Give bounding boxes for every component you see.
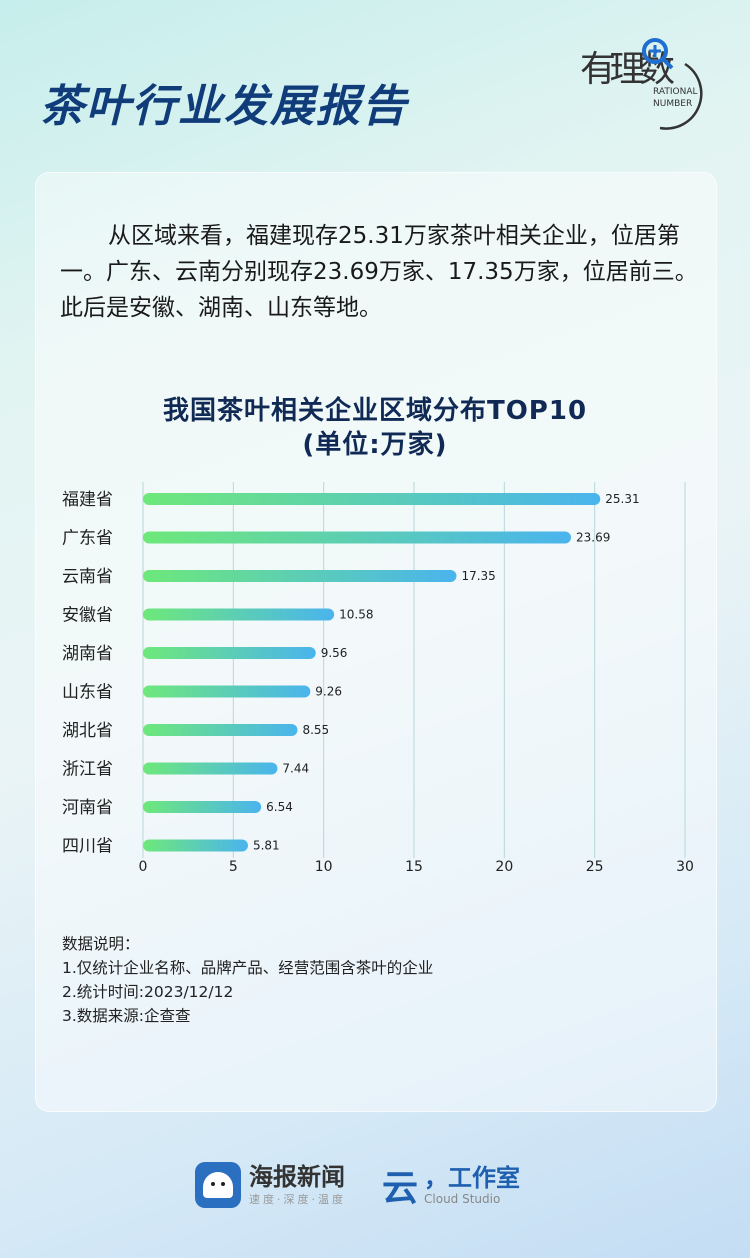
bar [143, 647, 316, 659]
note-item: 3.数据来源:企查查 [62, 1007, 191, 1025]
value-label: 8.55 [302, 723, 329, 737]
value-label: 7.44 [282, 762, 309, 776]
x-tick-label: 20 [495, 859, 513, 875]
bar [143, 724, 298, 736]
value-label: 9.26 [315, 685, 342, 699]
rational-number-logo: 有理数 RATIONAL NUMBER [580, 38, 703, 130]
bar [143, 839, 248, 852]
logo-text: 有理数 [580, 49, 675, 90]
value-label: 5.81 [253, 839, 280, 853]
category-label: 云南省 [62, 567, 113, 587]
category-label: 湖南省 [62, 644, 113, 664]
bar [143, 531, 571, 544]
intro-paragraph: 从区域来看，福建现存25.31万家茶叶相关企业，位居第一。广东、云南分别现存23… [60, 223, 698, 321]
value-label: 6.54 [266, 800, 293, 814]
category-label: 河南省 [62, 798, 113, 818]
category-label: 浙江省 [62, 760, 113, 780]
x-tick-label: 15 [405, 859, 423, 875]
category-label: 安徽省 [62, 606, 113, 626]
x-tick-label: 30 [676, 859, 694, 875]
x-tick-label: 0 [139, 859, 148, 875]
category-label: 福建省 [62, 490, 113, 510]
bar [143, 801, 262, 813]
chart-title: 我国茶叶相关企业区域分布TOP10 [162, 396, 588, 426]
value-label: 17.35 [461, 569, 495, 583]
x-tick-label: 10 [315, 859, 333, 875]
logo-sub2: NUMBER [653, 99, 692, 109]
brand1-name: 海报新闻 [249, 1163, 345, 1191]
bar [143, 570, 457, 582]
x-tick-label: 5 [229, 859, 238, 875]
footer: 海报新闻 速度·深度·温度 云 ，工作室 Cloud Studio [195, 1160, 520, 1210]
note-item: 2.统计时间:2023/12/12 [62, 983, 234, 1001]
note-item: 1.仅统计企业名称、品牌产品、经营范围含茶叶的企业 [62, 959, 434, 977]
bar [143, 685, 311, 698]
value-label: 23.69 [576, 531, 610, 545]
bar [143, 762, 278, 775]
bar-chart: 0 5 10 15 20 25 30 福建省 25.31 广东省 23.69 云南省 17.35 安徽省 1… [62, 482, 694, 875]
category-label: 四川省 [62, 837, 113, 857]
category-label: 山东省 [62, 683, 113, 703]
value-label: 10.58 [339, 608, 373, 622]
magnifier-icon [642, 38, 668, 64]
notes-heading: 数据说明： [62, 935, 140, 953]
brand2-sub: Cloud Studio [424, 1192, 501, 1206]
value-label: 9.56 [321, 646, 348, 660]
brand2-name: 工作室 [448, 1164, 521, 1192]
cloud-logo-icon: 云 [382, 1168, 419, 1209]
bar [143, 608, 335, 621]
logo-sub1: RATIONAL [653, 87, 698, 97]
content-card [35, 172, 717, 1112]
value-label: 25.31 [605, 492, 639, 506]
seal-app-icon [195, 1162, 241, 1208]
category-label: 广东省 [62, 529, 113, 549]
chart-subtitle: (单位:万家) [302, 430, 448, 460]
data-notes: 数据说明： 1.仅统计企业名称、品牌产品、经营范围含茶叶的企业 2.统计时间:2… [62, 932, 433, 1028]
page-title: 茶叶行业发展报告 [40, 81, 408, 132]
category-label: 湖北省 [62, 721, 113, 741]
x-tick-label: 25 [586, 859, 604, 875]
brand1-slogan: 速度·深度·温度 [249, 1193, 346, 1206]
bar [143, 493, 601, 505]
